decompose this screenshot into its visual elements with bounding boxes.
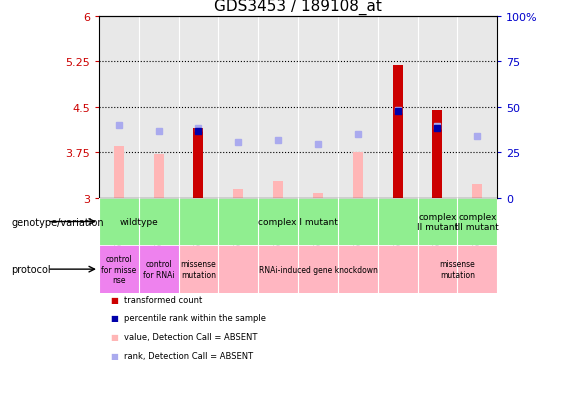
Text: percentile rank within the sample: percentile rank within the sample xyxy=(124,313,266,323)
Bar xyxy=(353,152,363,198)
Text: transformed count: transformed count xyxy=(124,295,202,304)
Bar xyxy=(418,198,458,246)
Text: complex
III mutant: complex III mutant xyxy=(455,212,499,232)
Bar xyxy=(139,246,179,293)
Bar xyxy=(313,193,323,198)
Bar xyxy=(99,246,139,293)
Bar xyxy=(418,246,497,293)
Bar xyxy=(193,128,203,198)
Text: complex
II mutant: complex II mutant xyxy=(417,212,458,232)
Bar xyxy=(219,246,418,293)
Title: GDS3453 / 189108_at: GDS3453 / 189108_at xyxy=(214,0,382,15)
Bar xyxy=(99,198,179,246)
Bar xyxy=(472,184,483,198)
Text: ■: ■ xyxy=(110,351,118,360)
Text: ■: ■ xyxy=(110,313,118,323)
Bar xyxy=(432,110,442,198)
Text: control
for RNAi: control for RNAi xyxy=(143,260,175,279)
Text: rank, Detection Call = ABSENT: rank, Detection Call = ABSENT xyxy=(124,351,254,360)
Bar xyxy=(179,198,418,246)
Text: complex I mutant: complex I mutant xyxy=(258,218,338,226)
Bar xyxy=(154,154,164,198)
Bar xyxy=(114,147,124,198)
Text: missense
mutation: missense mutation xyxy=(181,260,216,279)
Text: control
for misse
nse: control for misse nse xyxy=(101,255,136,284)
Text: missense
mutation: missense mutation xyxy=(440,260,475,279)
Bar xyxy=(458,198,497,246)
Text: ■: ■ xyxy=(110,332,118,341)
Bar xyxy=(273,181,283,198)
Text: value, Detection Call = ABSENT: value, Detection Call = ABSENT xyxy=(124,332,258,341)
Text: protocol: protocol xyxy=(11,264,51,275)
Bar xyxy=(393,66,403,198)
Text: ■: ■ xyxy=(110,295,118,304)
Text: genotype/variation: genotype/variation xyxy=(11,217,104,227)
Text: wildtype: wildtype xyxy=(119,218,158,226)
Text: RNAi-induced gene knockdown: RNAi-induced gene knockdown xyxy=(259,265,377,274)
Bar xyxy=(179,246,219,293)
Bar xyxy=(233,189,244,198)
